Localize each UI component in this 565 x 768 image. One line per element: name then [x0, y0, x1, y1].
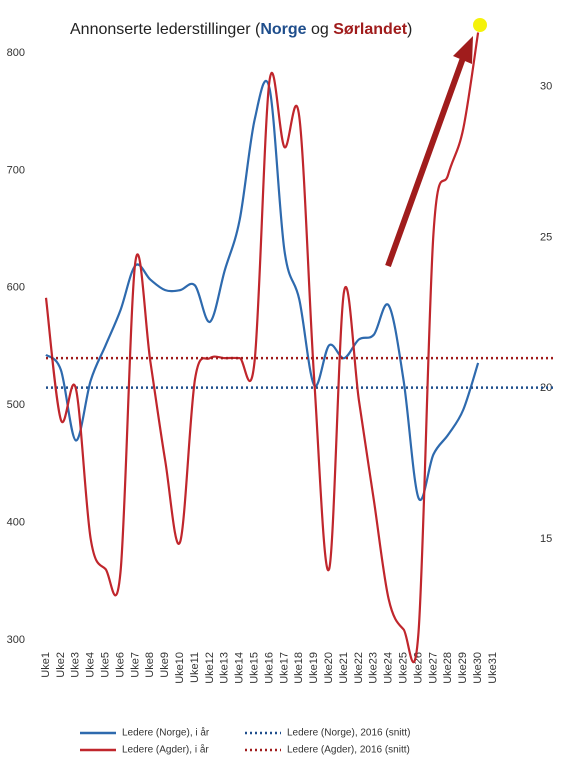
- y2-tick-label: 25: [540, 231, 552, 243]
- x-tick-label: Uke12: [204, 652, 216, 684]
- x-tick-label: Uke26: [412, 652, 424, 684]
- plot-area: 30040050060070080015202530Uke1Uke2Uke3Uk…: [7, 32, 555, 684]
- x-tick-label: Uke29: [457, 652, 469, 684]
- series-line: [44, 32, 480, 664]
- title-part: ): [407, 21, 412, 38]
- arrow-shaft: [385, 56, 466, 268]
- x-tick-label: Uke13: [219, 652, 231, 684]
- legend-label: Ledere (Agder), i år: [122, 744, 209, 756]
- x-tick-label: Uke25: [398, 652, 410, 684]
- title-part: og: [307, 21, 334, 38]
- y-tick-label: 700: [7, 164, 25, 176]
- legend-label: Ledere (Agder), 2016 (snitt): [287, 745, 410, 756]
- legend-label: Ledere (Norge), i år: [122, 727, 210, 739]
- x-tick-label: Uke7: [129, 652, 141, 678]
- x-tick-label: Uke28: [442, 652, 454, 684]
- x-tick-label: Uke8: [144, 652, 156, 678]
- y-tick-label: 400: [7, 517, 25, 529]
- highlight-dot: [473, 18, 487, 32]
- x-tick-label: Uke4: [85, 652, 97, 678]
- x-tick-label: Uke21: [338, 652, 350, 684]
- x-tick-label: Uke30: [472, 652, 484, 684]
- arrow-head: [453, 36, 473, 64]
- y-tick-label: 800: [7, 47, 25, 59]
- x-tick-label: Uke27: [427, 652, 439, 684]
- legend-label: Ledere (Norge), 2016 (snitt): [287, 728, 410, 739]
- x-tick-label: Uke3: [70, 652, 82, 678]
- y-tick-label: 600: [7, 282, 25, 294]
- x-tick-label: Uke17: [278, 652, 290, 684]
- x-tick-label: Uke19: [308, 652, 320, 684]
- x-tick-label: Uke14: [234, 652, 246, 684]
- title-part: Norge: [260, 21, 306, 38]
- x-tick-label: Uke5: [100, 652, 112, 678]
- x-tick-label: Uke9: [159, 652, 171, 678]
- x-tick-label: Uke20: [323, 652, 335, 684]
- chart-title: Annonserte lederstillinger (Norge og Sør…: [70, 21, 412, 38]
- x-tick-label: Uke16: [263, 652, 275, 684]
- x-tick-label: Uke24: [383, 652, 395, 684]
- y-tick-label: 300: [7, 634, 25, 646]
- x-tick-label: Uke6: [114, 652, 126, 678]
- x-tick-label: Uke15: [249, 652, 261, 684]
- title-part: Annonserte lederstillinger (: [70, 21, 261, 38]
- y-tick-label: 500: [7, 399, 25, 411]
- series-line: [45, 79, 480, 502]
- x-tick-label: Uke31: [487, 652, 499, 684]
- y2-tick-label: 15: [540, 533, 552, 545]
- x-tick-label: Uke2: [55, 652, 67, 678]
- x-tick-label: Uke23: [368, 652, 380, 684]
- title-part: Sørlandet: [333, 21, 407, 38]
- x-tick-label: Uke18: [293, 652, 305, 684]
- x-tick-label: Uke11: [189, 652, 201, 683]
- x-tick-label: Uke22: [353, 652, 365, 684]
- x-tick-label: Uke1: [40, 652, 52, 678]
- y2-tick-label: 30: [540, 81, 552, 93]
- x-tick-label: Uke10: [174, 652, 186, 684]
